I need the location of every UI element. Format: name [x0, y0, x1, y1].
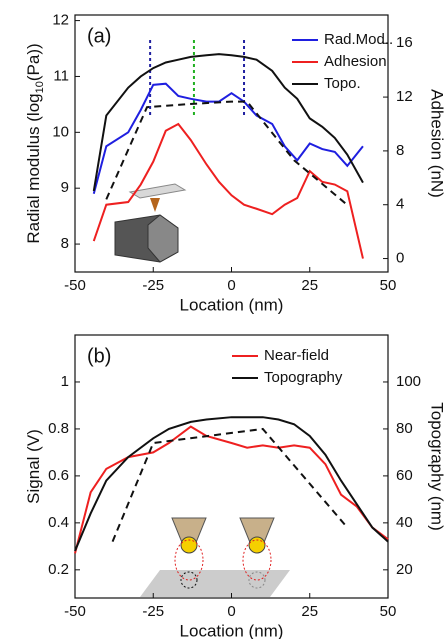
x-axis-label: Location (nm)	[180, 295, 284, 314]
x-tick-label: -50	[64, 603, 86, 620]
series-line	[92, 53, 364, 192]
y2-tick-label: 100	[396, 373, 421, 390]
series-line	[105, 100, 348, 206]
x-tick-label: -25	[142, 603, 164, 620]
x-tick-label: 25	[301, 603, 318, 620]
y-tick-label: 0.6	[48, 467, 69, 484]
x-tick-label: -25	[142, 277, 164, 294]
series-line	[92, 122, 364, 259]
y-axis-label-part: Signal (V)	[24, 429, 43, 504]
y-tick-label: 10	[52, 123, 69, 140]
legend-label: Adhesion	[324, 53, 387, 70]
x-tick-label: 0	[227, 277, 235, 294]
y-axis-label-part: 10	[34, 81, 46, 93]
y-axis-label-part: Radial modulus (log	[24, 93, 43, 243]
y2-tick-label: 8	[396, 142, 404, 159]
series-line	[92, 82, 364, 195]
series-line	[74, 416, 389, 552]
y2-tick-label: 16	[396, 34, 413, 51]
y2-tick-label: 80	[396, 420, 413, 437]
y2-axis-label: Adhesion (nN)	[428, 89, 446, 198]
series-line	[74, 425, 389, 554]
y-tick-label: 0.2	[48, 561, 69, 578]
x-tick-label: -50	[64, 277, 86, 294]
y2-tick-label: 60	[396, 467, 413, 484]
y2-tick-label: 20	[396, 561, 413, 578]
y-tick-label: 12	[52, 12, 69, 29]
legend-label: Near-field	[264, 347, 329, 364]
y-tick-label: 1	[61, 373, 69, 390]
legend-label: Rad.Mod..	[324, 31, 393, 48]
x-tick-label: 25	[301, 277, 318, 294]
y-axis-label-part: (Pa))	[24, 43, 43, 81]
legend-label: Topography	[264, 369, 343, 386]
x-axis-label: Location (nm)	[180, 621, 284, 639]
x-tick-label: 0	[227, 603, 235, 620]
y2-axis-label: Topography (nm)	[428, 402, 446, 531]
y2-tick-label: 4	[396, 196, 404, 213]
y-axis-label: Signal (V)	[24, 429, 43, 504]
y-tick-label: 8	[61, 235, 69, 252]
panel-label: (a)	[87, 25, 111, 47]
x-tick-label: 50	[380, 277, 397, 294]
y2-tick-label: 12	[396, 88, 413, 105]
y2-tick-label: 40	[396, 514, 413, 531]
y-tick-label: 9	[61, 179, 69, 196]
y2-tick-label: 0	[396, 250, 404, 267]
series-line	[111, 427, 349, 543]
y-tick-label: 0.8	[48, 420, 69, 437]
plot-frame	[74, 334, 389, 599]
legend-label: Topo.	[324, 75, 361, 92]
panel-label: (b)	[87, 345, 111, 367]
plot-frame	[74, 14, 389, 273]
y-axis-label: Radial modulus (log10(Pa))	[24, 43, 45, 243]
y-tick-label: 0.4	[48, 514, 69, 531]
inset-a	[114, 183, 187, 263]
x-tick-label: 50	[380, 603, 397, 620]
y-tick-label: 11	[53, 67, 69, 84]
inset-b	[140, 517, 290, 597]
